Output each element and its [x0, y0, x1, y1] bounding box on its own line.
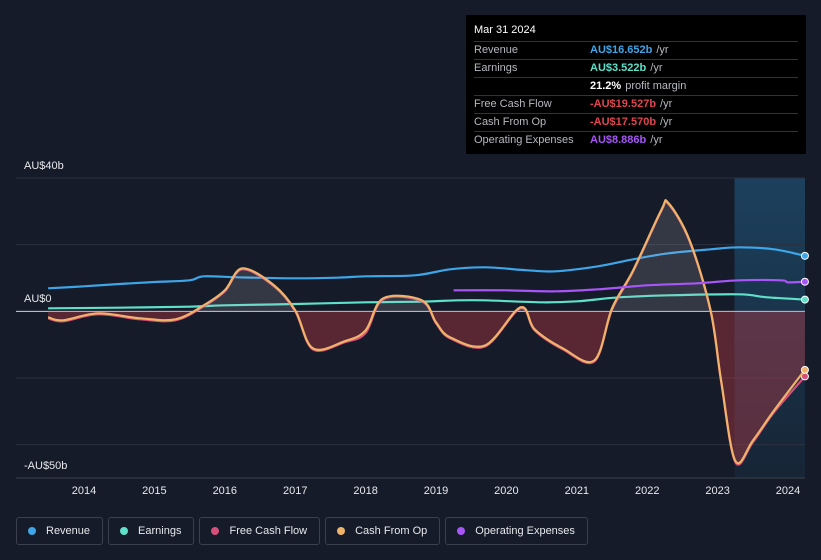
tooltip-label: Cash From Op [474, 116, 547, 128]
x-tick-label: 2014 [72, 485, 96, 497]
tooltip-date: Mar 31 2024 [474, 24, 798, 42]
end-dot [800, 251, 809, 260]
series-line [48, 246, 806, 290]
legend-label: Earnings [138, 525, 182, 537]
legend-swatch [120, 527, 129, 535]
tooltip-value: AU$8.886b [590, 134, 647, 146]
tooltip-row: Cash From Op -AU$17.570b/yr [474, 114, 798, 132]
legend-item[interactable]: Cash From Op [325, 517, 441, 545]
legend-item[interactable]: Operating Expenses [445, 517, 588, 545]
x-tick-label: 2021 [565, 485, 589, 497]
legend-swatch [337, 527, 346, 535]
legend-item[interactable]: Earnings [108, 517, 195, 545]
legend-swatch [211, 527, 220, 535]
legend-label: Revenue [46, 525, 91, 537]
x-tick-label: 2019 [424, 485, 448, 497]
tooltip-suffix: /yr [660, 116, 673, 128]
tooltip-value: 21.2% [590, 80, 622, 92]
y-tick-label: AU$0 [24, 293, 52, 305]
tooltip-row: Earnings AU$3.522b/yr [474, 60, 798, 78]
x-tick-label: 2022 [635, 485, 659, 497]
tooltip-suffix: /yr [650, 62, 663, 74]
tooltip-suffix: /yr [660, 98, 673, 110]
series-line [47, 199, 806, 466]
tooltip-row: 21.2% profit margin [474, 78, 798, 96]
legend-label: Cash From Op [355, 525, 428, 537]
end-dot [800, 277, 809, 286]
tooltip-label: Earnings [474, 62, 518, 74]
tooltip-value: AU$3.522b [590, 62, 647, 74]
legend-item[interactable]: Free Cash Flow [199, 517, 321, 545]
legend-label: Free Cash Flow [229, 525, 308, 537]
tooltip-suffix: /yr [650, 134, 663, 146]
tooltip: Mar 31 2024 Revenue AU$16.652b/yr Earnings A… [466, 15, 806, 154]
legend-label: Operating Expenses [475, 525, 575, 537]
area-positive [48, 200, 805, 312]
series-line [47, 198, 806, 465]
end-dot [800, 295, 809, 304]
legend-item[interactable]: Revenue [16, 517, 104, 545]
tooltip-row: Operating Expenses AU$8.886b/yr [474, 132, 798, 149]
y-tick-label: -AU$50b [24, 460, 67, 472]
highlight-region [734, 178, 805, 478]
tooltip-row: Free Cash Flow -AU$19.527b/yr [474, 96, 798, 114]
series-line [453, 278, 805, 293]
x-tick-label: 2020 [494, 485, 518, 497]
tooltip-suffix: profit margin [625, 80, 687, 92]
x-tick-label: 2016 [213, 485, 237, 497]
tooltip-suffix: /yr [656, 44, 669, 56]
area-negative [48, 311, 805, 464]
chart: AU$40b AU$0 -AU$50b 2014 2015 2016 2017 2018 201… [16, 160, 809, 497]
y-tick-label: AU$40b [24, 160, 64, 172]
tooltip-label: Free Cash Flow [474, 98, 552, 110]
tooltip-value: -AU$19.527b [590, 98, 657, 110]
x-tick-label: 2023 [705, 485, 729, 497]
x-tick-label: 2024 [776, 485, 800, 497]
tooltip-label: Operating Expenses [474, 134, 574, 146]
x-tick-label: 2018 [353, 485, 377, 497]
legend-swatch [28, 527, 36, 535]
legend: Revenue Earnings Free Cash Flow Cash From O… [16, 517, 588, 545]
tooltip-label [474, 78, 590, 95]
end-dot [800, 365, 809, 374]
tooltip-value: AU$16.652b [590, 44, 653, 56]
x-tick-label: 2017 [283, 485, 307, 497]
tooltip-row: Revenue AU$16.652b/yr [474, 42, 798, 60]
tooltip-label: Revenue [474, 44, 519, 56]
tooltip-value: -AU$17.570b [590, 116, 657, 128]
x-tick-label: 2015 [142, 485, 166, 497]
legend-swatch [457, 527, 466, 535]
